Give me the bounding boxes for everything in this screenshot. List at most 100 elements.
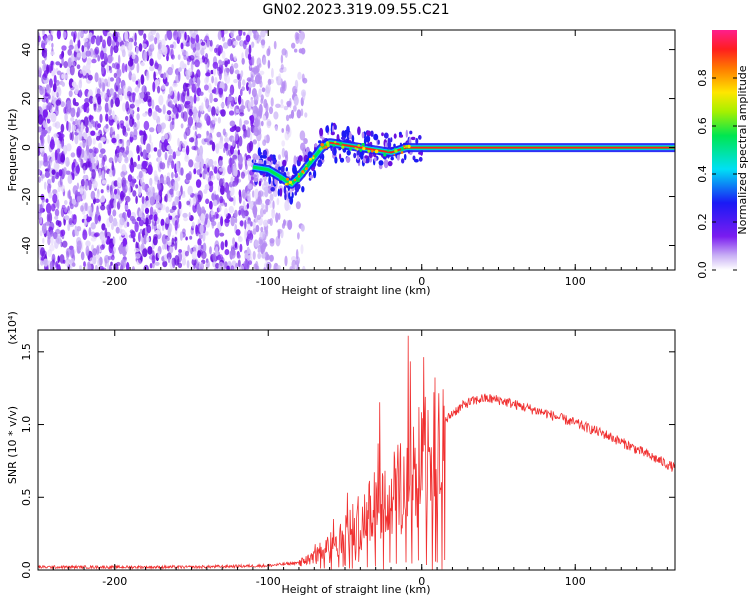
noise-blob (39, 145, 43, 154)
noise-blob (175, 161, 180, 172)
noise-blob (263, 209, 266, 215)
noise-blob (205, 198, 210, 205)
noise-blob (57, 255, 60, 263)
noise-blob (263, 267, 266, 270)
noise-blob (147, 218, 152, 225)
noise-blob (90, 130, 96, 136)
noise-blob (125, 101, 130, 112)
noise-blob (77, 107, 81, 117)
noise-blob (193, 106, 197, 118)
noise-blob (146, 71, 150, 81)
noise-blob (167, 30, 173, 41)
noise-blob (100, 136, 106, 142)
noise-blob (181, 257, 187, 266)
noise-blob (259, 70, 265, 76)
noise-blob (88, 32, 93, 39)
noise-blob (108, 242, 114, 254)
noise-blob (254, 99, 259, 105)
noise-blob (234, 209, 238, 219)
noise-blob (47, 93, 51, 100)
noise-blob (236, 254, 241, 259)
noise-blob (219, 159, 223, 167)
noise-blob (253, 201, 257, 207)
noise-blob (236, 73, 241, 80)
noise-blob (39, 204, 43, 214)
noise-blob (96, 245, 100, 255)
noise-blob (246, 82, 249, 92)
noise-blob (38, 176, 41, 183)
noise-blob (96, 193, 100, 201)
noise-blob (157, 64, 162, 75)
noise-blob (109, 77, 115, 82)
track-halo-blob (303, 156, 307, 163)
noise-blob (55, 99, 61, 106)
track-halo-blob (387, 141, 392, 149)
noise-blob (45, 84, 50, 91)
noise-blob (116, 133, 120, 140)
noise-blob (164, 33, 168, 41)
noise-blob (149, 263, 153, 269)
noise-blob (237, 259, 241, 268)
noise-blob (218, 167, 224, 172)
y-tick-label: 1.5 (20, 343, 33, 361)
noise-blob (83, 215, 87, 220)
noise-blob (57, 185, 61, 193)
track-halo-blob (390, 156, 394, 161)
noise-blob (99, 113, 103, 123)
noise-blob (247, 53, 252, 61)
noise-blob (38, 168, 41, 176)
noise-blob (149, 127, 155, 133)
noise-blob (156, 124, 162, 133)
noise-blob (145, 217, 149, 228)
noise-blob (139, 130, 144, 136)
noise-blob (59, 53, 63, 60)
track-hotspot (349, 147, 352, 151)
track-halo-blob (339, 153, 342, 160)
noise-blob (205, 213, 209, 220)
noise-blob (293, 95, 299, 106)
noise-blob (241, 52, 244, 60)
noise-blob (64, 215, 70, 221)
noise-blob (39, 230, 43, 237)
noise-blob (67, 48, 72, 56)
noise-blob (153, 209, 157, 216)
noise-blob (171, 171, 174, 179)
track-halo-blob (289, 196, 294, 205)
noise-blob (171, 121, 175, 125)
noise-blob (47, 235, 51, 240)
track-halo-blob (291, 192, 294, 199)
noise-blob (209, 140, 214, 145)
noise-blob (124, 204, 129, 211)
noise-blob (246, 246, 250, 255)
noise-blob (297, 232, 300, 240)
noise-texture (38, 30, 308, 270)
noise-blob (237, 142, 240, 149)
noise-blob (268, 106, 274, 115)
noise-blob (105, 30, 110, 33)
noise-blob (201, 251, 207, 260)
track-halo-blob (298, 155, 303, 162)
noise-blob (90, 236, 97, 242)
track-halo-blob (258, 180, 262, 187)
noise-blob (50, 112, 57, 123)
noise-blob (277, 230, 281, 239)
noise-blob (125, 115, 129, 121)
noise-blob (239, 220, 244, 227)
track-halo-blob (270, 160, 273, 165)
noise-blob (234, 106, 238, 116)
noise-blob (138, 43, 143, 52)
noise-blob (224, 60, 228, 68)
track-halo-blob (334, 156, 338, 164)
noise-blob (303, 138, 308, 145)
noise-blob (110, 98, 114, 108)
noise-blob (261, 252, 266, 259)
noise-blob (251, 41, 255, 48)
noise-blob (298, 33, 304, 45)
noise-blob (100, 50, 104, 60)
noise-blob (175, 112, 179, 119)
noise-blob (283, 219, 286, 227)
noise-blob (150, 185, 153, 195)
noise-blob (246, 142, 252, 154)
noise-blob (61, 81, 65, 87)
noise-blob (50, 34, 54, 42)
